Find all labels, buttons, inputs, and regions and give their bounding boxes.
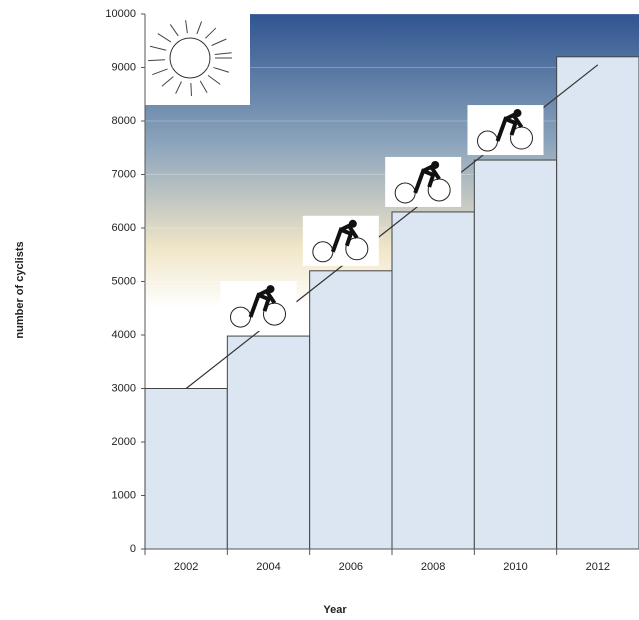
head bbox=[348, 219, 357, 228]
sun-ray bbox=[214, 52, 232, 56]
x-tick-label: 2010 bbox=[503, 561, 527, 573]
head bbox=[513, 109, 522, 118]
y-tick-label: 7000 bbox=[112, 168, 136, 180]
sun-ray bbox=[152, 68, 168, 76]
cyclist-icon bbox=[467, 105, 544, 156]
x-tick-label: 2006 bbox=[339, 561, 363, 573]
bar bbox=[309, 270, 393, 550]
y-tick-label: 10000 bbox=[105, 8, 136, 20]
head bbox=[431, 160, 440, 169]
sun-ray bbox=[169, 24, 179, 37]
sun-ray bbox=[161, 76, 174, 87]
sun-ray bbox=[196, 21, 203, 35]
bar bbox=[144, 388, 228, 550]
sun-ray bbox=[148, 59, 166, 62]
y-tick-label: 9000 bbox=[112, 61, 136, 73]
y-tick-label: 1000 bbox=[112, 489, 136, 501]
sun-ray bbox=[211, 38, 227, 46]
x-axis-label: Year bbox=[323, 604, 347, 616]
sun-ray bbox=[190, 82, 192, 96]
y-tick-label: 6000 bbox=[112, 222, 136, 234]
cyclist-icon bbox=[220, 281, 297, 332]
rider bbox=[330, 223, 359, 253]
y-tick-label: 5000 bbox=[112, 275, 136, 287]
icon-box bbox=[220, 281, 297, 332]
sun bbox=[169, 37, 211, 79]
bar bbox=[226, 335, 311, 550]
y-tick-label: 2000 bbox=[112, 436, 136, 448]
sun-ray bbox=[185, 20, 188, 34]
y-tick-label: 3000 bbox=[112, 382, 136, 394]
y-tick-label: 4000 bbox=[112, 329, 136, 341]
cyclist-icon bbox=[302, 215, 379, 266]
icon-box bbox=[467, 105, 544, 156]
bar bbox=[391, 211, 475, 550]
icon-box bbox=[385, 156, 462, 207]
rider bbox=[413, 164, 441, 194]
sun-ray bbox=[213, 66, 230, 73]
sun-ray bbox=[199, 80, 208, 93]
y-tick-label: 0 bbox=[130, 543, 136, 555]
y-axis-label: number of cyclists bbox=[14, 241, 26, 338]
icon-box bbox=[302, 215, 379, 266]
bar bbox=[473, 159, 558, 550]
rider bbox=[248, 288, 277, 318]
rider bbox=[495, 112, 524, 142]
y-tick-label: 8000 bbox=[112, 115, 136, 127]
sun-ray bbox=[149, 45, 167, 51]
x-tick-label: 2004 bbox=[256, 561, 280, 573]
x-tick-label: 2008 bbox=[421, 561, 445, 573]
cyclist-icon bbox=[385, 156, 462, 207]
bar bbox=[556, 56, 639, 550]
sun-ray bbox=[205, 27, 217, 39]
head bbox=[266, 285, 275, 294]
x-tick-label: 2012 bbox=[586, 561, 610, 573]
x-tick-label: 2002 bbox=[174, 561, 198, 573]
sun-ray bbox=[175, 81, 182, 94]
sun-ray bbox=[157, 33, 172, 43]
sun-ray bbox=[207, 74, 221, 85]
